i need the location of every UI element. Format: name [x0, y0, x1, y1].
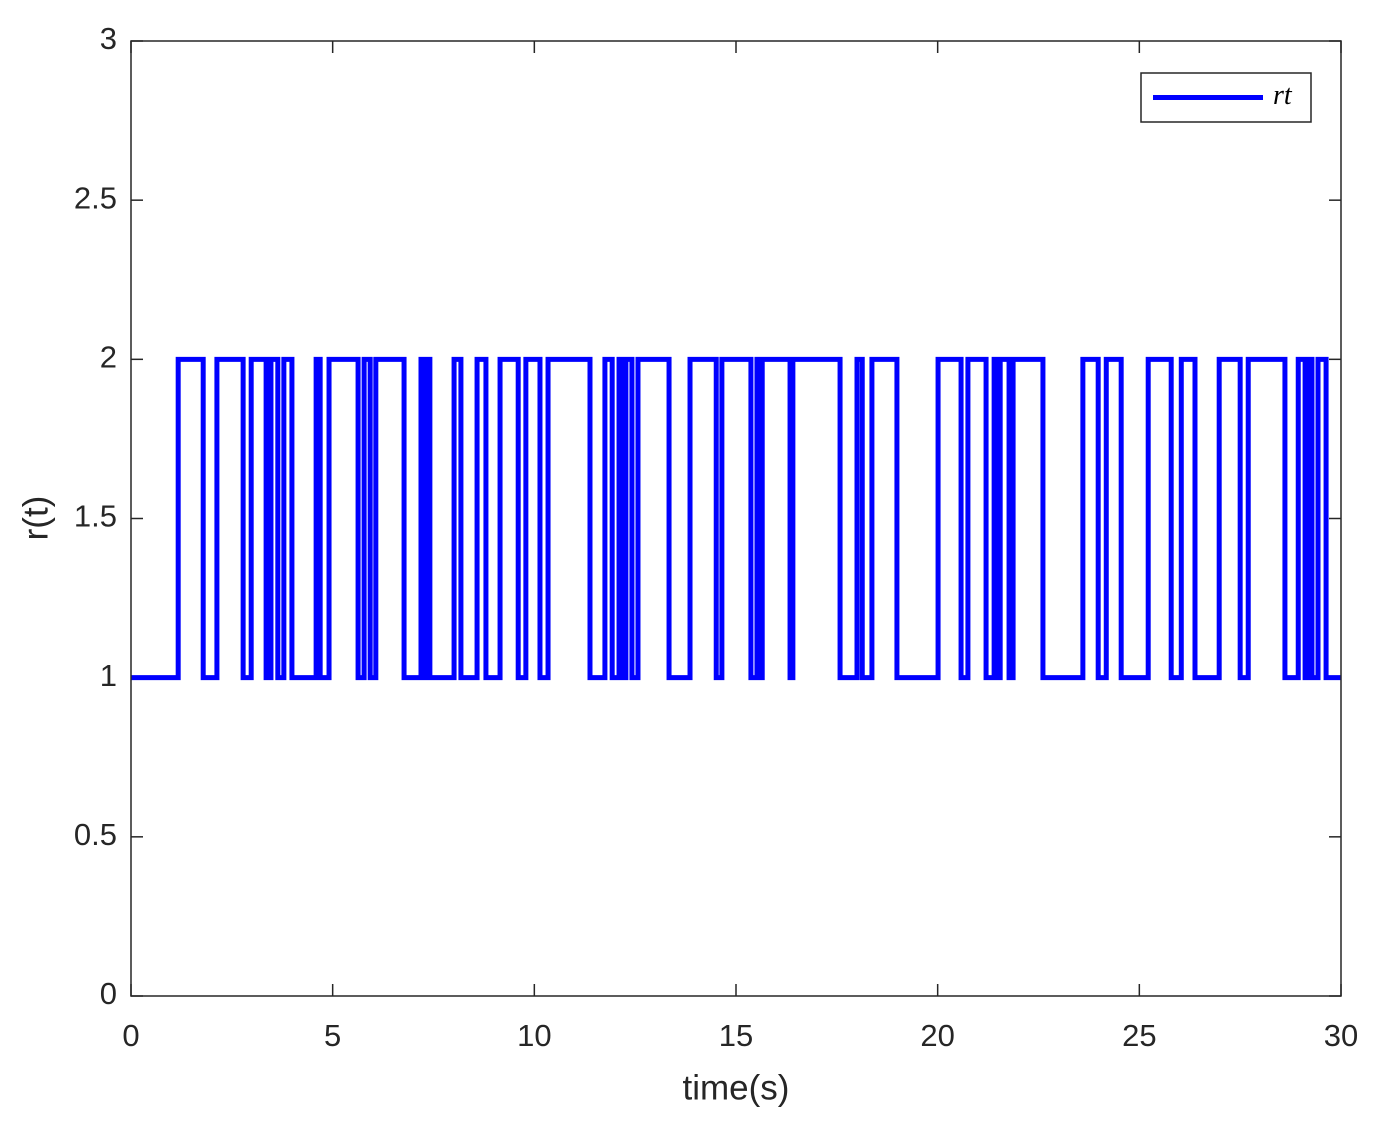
y-tick-label: 2 — [100, 340, 117, 375]
y-tick-label: 0 — [100, 976, 117, 1011]
x-tick-label: 10 — [517, 1018, 551, 1053]
x-tick-label: 20 — [920, 1018, 954, 1053]
plot-frame — [130, 40, 1342, 997]
y-tick-label: 1 — [100, 658, 117, 693]
x-axis-label: time(s) — [683, 1068, 790, 1107]
x-tick-label: 25 — [1122, 1018, 1156, 1053]
y-tick-label: 0.5 — [74, 817, 117, 852]
y-axis-label: r(t) — [16, 496, 55, 541]
data-line — [131, 356, 1341, 681]
x-tick-label: 15 — [719, 1018, 753, 1053]
legend-label: rt — [1273, 80, 1293, 111]
y-tick-label: 2.5 — [74, 180, 117, 215]
x-tick-label: 30 — [1324, 1018, 1358, 1053]
x-tick-label: 0 — [122, 1018, 139, 1053]
y-tick-label: 1.5 — [74, 499, 117, 534]
x-tick-label: 5 — [324, 1018, 341, 1053]
y-tick-label: 3 — [100, 21, 117, 56]
